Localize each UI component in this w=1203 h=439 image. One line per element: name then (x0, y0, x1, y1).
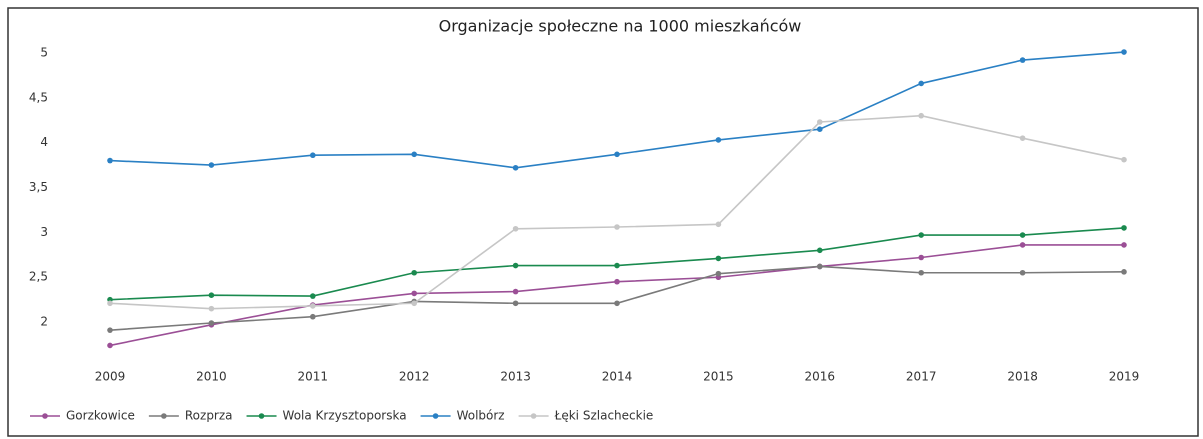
data-point (208, 305, 215, 312)
data-point (411, 269, 418, 276)
data-point (918, 232, 924, 238)
data-point (310, 293, 316, 299)
data-point (918, 112, 924, 119)
data-point (1121, 242, 1127, 248)
data-point (614, 262, 620, 269)
data-point (715, 221, 722, 228)
series-line (109, 51, 1125, 169)
x-tick-label: 2018 (1007, 370, 1038, 384)
y-tick-label: 4,5 (29, 90, 48, 104)
x-tick-label: 2012 (399, 370, 430, 384)
data-point (1019, 232, 1026, 238)
data-point (208, 162, 215, 168)
legend-marker (432, 413, 439, 419)
data-point (512, 300, 519, 307)
legend-marker (258, 413, 265, 419)
x-tick-label: 2017 (906, 370, 937, 384)
data-point (715, 255, 722, 262)
data-point (1019, 269, 1026, 276)
data-point (817, 263, 823, 270)
x-tick-label: 2014 (602, 370, 633, 384)
data-point (512, 225, 519, 232)
data-point (817, 126, 823, 132)
data-point (512, 288, 519, 295)
data-point (715, 137, 722, 143)
y-tick-label: 3,5 (29, 180, 48, 194)
legend-marker (530, 413, 537, 419)
legend-label: Wolbórz (457, 409, 505, 423)
data-point (1121, 156, 1127, 163)
data-point (817, 119, 823, 125)
y-tick-label: 2 (40, 315, 48, 329)
legend-marker (42, 413, 48, 419)
data-point (1019, 57, 1026, 63)
data-point (512, 262, 519, 269)
data-point (208, 292, 215, 298)
x-tick-label: 2011 (298, 370, 329, 384)
x-tick-label: 2019 (1109, 370, 1140, 384)
data-point (512, 164, 519, 171)
chart-title: Organizacje społeczne na 1000 mieszkańcó… (439, 17, 802, 36)
data-point (411, 151, 418, 158)
data-point (411, 290, 418, 297)
data-point (817, 247, 823, 254)
data-point (614, 300, 620, 307)
y-tick-label: 3 (40, 225, 48, 239)
data-point (107, 327, 113, 333)
x-tick-label: 2016 (805, 370, 836, 384)
data-point (614, 224, 620, 230)
data-point (208, 320, 215, 326)
data-point (107, 342, 113, 349)
data-point (411, 300, 418, 307)
chart-frame (7, 7, 1199, 437)
x-tick-label: 2013 (500, 370, 531, 384)
data-point (310, 313, 316, 320)
x-tick-label: 2015 (703, 370, 734, 384)
x-tick-label: 2010 (196, 370, 227, 384)
series-line (109, 265, 1125, 331)
data-point (1121, 225, 1127, 231)
data-point (918, 80, 924, 87)
data-point (1019, 242, 1026, 248)
data-point (715, 270, 722, 277)
data-point (614, 278, 620, 285)
legend-label: Wola Krzysztoporska (283, 409, 407, 423)
x-tick-label: 2009 (95, 370, 126, 384)
legend-label: Łęki Szlacheckie (554, 409, 654, 423)
data-point (918, 254, 924, 261)
y-tick-label: 2,5 (29, 270, 48, 284)
data-point (918, 269, 924, 276)
data-point (1121, 49, 1127, 55)
data-point (1019, 135, 1026, 141)
y-tick-label: 5 (40, 45, 48, 59)
data-point (614, 151, 620, 158)
data-point (1121, 269, 1127, 275)
legend-marker (161, 413, 167, 419)
legend-label: Gorzkowice (66, 409, 135, 423)
y-tick-label: 4 (40, 135, 48, 149)
data-point (310, 303, 316, 309)
data-point (310, 152, 316, 159)
data-point (107, 300, 113, 307)
data-point (107, 157, 113, 164)
legend-label: Rozprza (185, 409, 233, 423)
